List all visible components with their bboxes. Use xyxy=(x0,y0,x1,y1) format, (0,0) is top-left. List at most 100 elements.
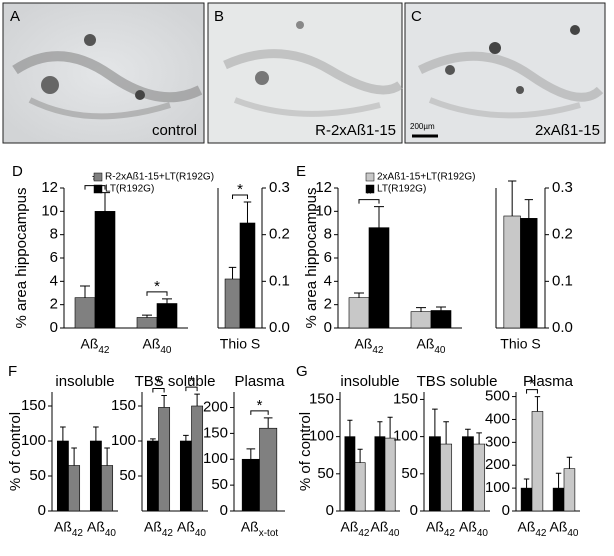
micrograph-b xyxy=(207,2,403,144)
x-tick-label: Aß40 xyxy=(549,519,578,539)
significance-bracket xyxy=(232,194,248,199)
x-tick-label: Aß42 xyxy=(144,519,173,539)
legend-label: LT(R192G) xyxy=(377,184,426,195)
y-tick-label: 0 xyxy=(502,502,510,519)
y-tick-label: 0.3 xyxy=(552,179,573,196)
y-tick-label: 2 xyxy=(50,296,58,313)
y-tick-label: 0.1 xyxy=(269,272,290,289)
y-tick-label: 150 xyxy=(393,390,418,407)
y-tick-label: 100 xyxy=(21,432,46,449)
panel-label: D xyxy=(12,163,23,180)
error-bar xyxy=(465,428,471,437)
y-tick-label: 50 xyxy=(29,467,46,484)
y-tick-label: 12 xyxy=(41,179,58,196)
y-axis-label: % area hippocampus xyxy=(13,188,30,329)
error-bar xyxy=(374,206,384,228)
bar xyxy=(348,297,370,329)
bar xyxy=(354,462,366,512)
y-tick-label: 150 xyxy=(21,397,46,414)
error-bar xyxy=(194,393,200,406)
bar xyxy=(430,310,452,329)
chart-title: TBS soluble xyxy=(417,373,498,390)
significance-mark: * xyxy=(529,376,535,393)
bar xyxy=(101,465,114,512)
x-tick-label: Aß42 xyxy=(354,336,383,356)
bar xyxy=(563,468,576,512)
significance-mark: * xyxy=(189,373,195,390)
y-axis-label: % area hippocampus xyxy=(303,188,320,329)
x-tick-label: Aß40 xyxy=(177,519,206,539)
y-tick-label: 0 xyxy=(50,319,58,336)
panel-label: E xyxy=(296,163,306,180)
significance-mark: * xyxy=(156,374,162,391)
y-tick-label: 4 xyxy=(324,272,332,289)
legend-label: 2xAß1-15+LT(R192G) xyxy=(377,172,475,183)
significance-bracket xyxy=(146,291,168,296)
x-tick-label: Aß42 xyxy=(517,519,546,539)
bar xyxy=(74,297,96,329)
bar xyxy=(241,458,260,512)
error-bar xyxy=(93,426,99,441)
y-tick-label: 0.2 xyxy=(552,226,573,243)
y-tick-label: 50 xyxy=(317,465,334,482)
error-bar xyxy=(377,421,383,437)
micrograph-c xyxy=(404,2,606,144)
bar xyxy=(344,436,356,512)
y-tick-label: 12 xyxy=(315,179,332,196)
chart-title: Plasma xyxy=(523,373,574,390)
y-tick-label: 8 xyxy=(324,226,332,243)
bar xyxy=(179,440,192,512)
error-bar xyxy=(71,447,77,466)
significance-bracket xyxy=(526,389,538,394)
y-tick-label: 0.1 xyxy=(552,272,573,289)
y-tick-label: 0 xyxy=(326,502,334,519)
bar xyxy=(56,440,69,512)
error-bar xyxy=(436,306,446,311)
error-bar xyxy=(524,199,533,219)
significance-mark: * xyxy=(366,186,372,203)
error-bar xyxy=(263,417,273,429)
error-bar xyxy=(476,432,482,445)
x-tick-label: Thio S xyxy=(220,336,260,352)
image-label: B xyxy=(214,8,224,25)
y-tick-label: 0.3 xyxy=(269,179,290,196)
legend-swatch xyxy=(365,172,375,182)
image-label: A xyxy=(10,8,20,25)
error-bar xyxy=(555,472,562,489)
error-bar xyxy=(347,419,353,437)
bar xyxy=(191,405,204,512)
error-bar xyxy=(142,314,152,318)
y-tick-label: 0 xyxy=(410,502,418,519)
error-bar xyxy=(357,448,363,463)
y-tick-label: 100 xyxy=(111,432,136,449)
legend-label: R-2xAß1-15+LT(R192G) xyxy=(105,172,214,183)
y-tick-label: 100 xyxy=(485,479,510,496)
error-bar xyxy=(523,478,530,489)
error-bar xyxy=(162,298,172,304)
chart-title: insoluble xyxy=(55,373,114,390)
x-tick-label: Aß40 xyxy=(142,336,171,356)
bar xyxy=(374,436,386,512)
x-tick-label: Aßx-tot xyxy=(241,519,279,539)
image-caption: R-2xAß1-15 xyxy=(315,122,396,139)
chart-title: Plasma xyxy=(234,373,285,390)
significance-bracket xyxy=(152,388,165,393)
bar xyxy=(503,215,521,329)
y-tick-label: 0.0 xyxy=(269,319,290,336)
y-axis-label: % of control xyxy=(7,412,24,491)
significance-mark: * xyxy=(257,397,263,414)
bar xyxy=(410,311,432,329)
bar xyxy=(158,407,171,512)
bar xyxy=(461,436,474,512)
image-caption: 2xAß1-15 xyxy=(535,122,600,139)
y-tick-label: 0 xyxy=(324,319,332,336)
bar xyxy=(259,427,278,512)
x-tick-label: Aß40 xyxy=(459,519,488,539)
x-tick-label: Aß42 xyxy=(54,519,83,539)
error-bar xyxy=(183,434,189,441)
y-tick-label: 6 xyxy=(50,249,58,266)
error-bar xyxy=(228,266,237,279)
legend-swatch xyxy=(93,184,103,194)
chart-title: TBS soluble xyxy=(135,373,216,390)
